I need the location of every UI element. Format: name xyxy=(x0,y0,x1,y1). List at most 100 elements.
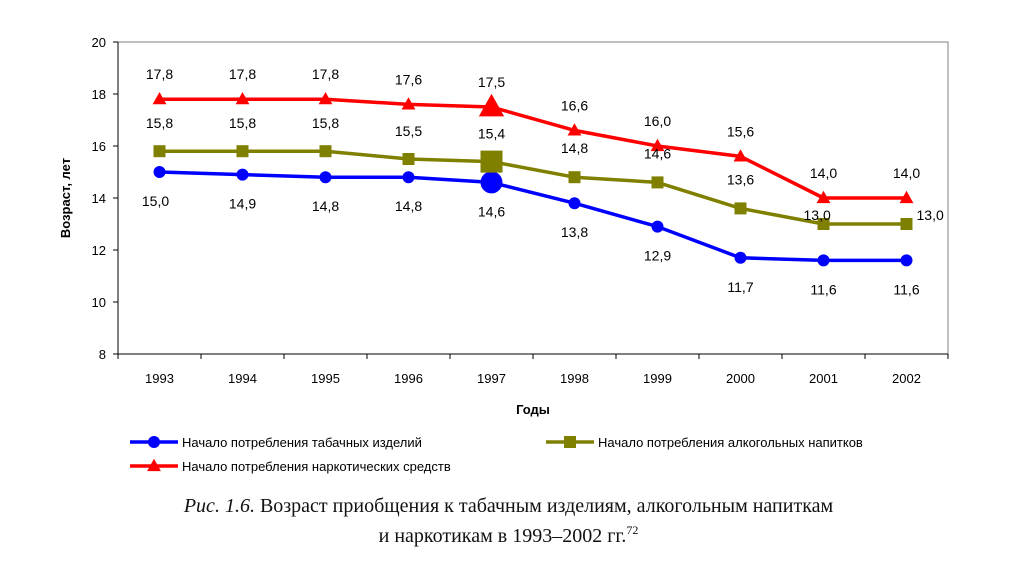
legend-marker xyxy=(564,436,576,448)
data-point xyxy=(478,93,505,117)
x-tick-label: 1997 xyxy=(477,371,506,386)
data-label: 11,7 xyxy=(727,279,753,295)
x-tick-label: 1995 xyxy=(311,371,340,386)
legend: Начало потребления табачных изделий Начал… xyxy=(130,435,863,474)
data-label: 15,8 xyxy=(146,115,173,131)
data-label: 14,6 xyxy=(644,145,671,161)
data-point xyxy=(235,92,250,105)
data-label: 17,5 xyxy=(478,74,505,90)
data-label: 13,0 xyxy=(804,207,831,223)
data-point xyxy=(153,145,166,158)
legend-marker xyxy=(148,436,160,448)
data-label: 11,6 xyxy=(893,281,919,297)
data-label: 17,6 xyxy=(395,71,422,87)
data-label: 17,8 xyxy=(229,66,256,82)
data-label: 15,5 xyxy=(395,123,422,139)
data-point xyxy=(318,92,333,105)
data-label: 17,8 xyxy=(146,66,173,82)
data-label: 15,0 xyxy=(142,193,169,209)
series-1 xyxy=(153,166,913,267)
caption-footnote: 72 xyxy=(626,523,639,537)
data-point xyxy=(480,150,503,173)
data-label: 16,6 xyxy=(561,97,588,113)
x-tick-label: 1993 xyxy=(145,371,174,386)
legend-item-3: Начало потребления наркотических средств xyxy=(130,458,451,474)
legend-marker xyxy=(147,458,161,472)
x-tick-label: 1996 xyxy=(394,371,423,386)
data-label: 15,6 xyxy=(727,123,754,139)
data-point xyxy=(734,251,747,264)
series-line xyxy=(159,149,907,226)
x-tick-label: 2002 xyxy=(892,371,921,386)
data-point xyxy=(816,190,831,204)
data-label: 15,8 xyxy=(312,115,339,131)
data-point xyxy=(817,218,830,230)
x-tick-label: 2000 xyxy=(726,371,755,386)
data-point xyxy=(734,202,747,215)
data-label: 17,8 xyxy=(312,66,339,82)
y-tick-label: 10 xyxy=(92,295,106,310)
legend-label: Начало потребления наркотических средств xyxy=(182,459,451,474)
data-point xyxy=(900,218,913,230)
x-tick-label: 2001 xyxy=(809,371,838,386)
data-label: 15,8 xyxy=(229,115,256,131)
figure-caption: Рис. 1.6. Возраст приобщения к табачным … xyxy=(0,494,1017,548)
y-tick-label: 18 xyxy=(92,87,106,102)
data-point xyxy=(319,145,332,158)
x-tick-label: 1998 xyxy=(560,371,589,386)
data-label: 15,4 xyxy=(478,126,505,142)
data-label: 14,6 xyxy=(478,203,505,219)
data-label: 14,8 xyxy=(312,198,339,214)
data-point xyxy=(733,149,748,162)
caption-line-1: Возраст приобщения к табачным изделиям, … xyxy=(259,495,834,517)
caption-line-2: и наркотикам в 1993–2002 гг. xyxy=(378,525,627,547)
data-label: 13,8 xyxy=(561,224,588,240)
data-point xyxy=(319,171,332,184)
series-line xyxy=(159,97,907,200)
line-chart: 8 10 12 14 16 18 20 1993 1994 1995 1996 1997 1998 199… xyxy=(58,35,949,474)
data-label: 14,8 xyxy=(395,198,422,214)
data-label: 14,0 xyxy=(893,165,920,181)
data-label: 16,0 xyxy=(644,113,671,129)
y-tick-label: 20 xyxy=(92,35,106,50)
data-label: 11,6 xyxy=(810,281,836,297)
x-tick-label: 1994 xyxy=(228,371,257,386)
data-label: 14,9 xyxy=(229,196,256,212)
data-point xyxy=(480,171,503,194)
data-point xyxy=(236,168,249,181)
y-axis-title: Возраст, лет xyxy=(58,158,73,238)
series-line xyxy=(159,170,907,263)
data-point xyxy=(568,197,581,210)
data-point xyxy=(650,138,665,152)
y-tick-label: 14 xyxy=(92,191,106,206)
legend-item-2: Начало потребления алкогольных напитков xyxy=(546,435,863,450)
legend-label: Начало потребления алкогольных напитков xyxy=(598,435,863,450)
data-point xyxy=(153,166,166,178)
data-point xyxy=(899,190,914,204)
legend-item-1: Начало потребления табачных изделий xyxy=(130,435,422,450)
data-point xyxy=(568,171,581,184)
data-label: 14,8 xyxy=(561,140,588,156)
data-point xyxy=(152,92,167,105)
data-point xyxy=(401,97,416,110)
x-axis-title: Годы xyxy=(516,402,550,417)
data-label: 12,9 xyxy=(644,248,671,264)
series-3 xyxy=(152,92,914,204)
caption-label: Рис. 1.6. xyxy=(183,495,255,517)
data-point xyxy=(651,176,664,189)
data-point xyxy=(817,254,830,267)
data-point xyxy=(402,171,415,184)
y-tick-label: 16 xyxy=(92,139,106,154)
data-point xyxy=(236,145,249,158)
data-label: 13,6 xyxy=(727,171,754,187)
y-tick-label: 12 xyxy=(92,243,106,258)
axes: 8 10 12 14 16 18 20 1993 1994 1995 1996 1997 1998 199… xyxy=(92,35,949,386)
legend-label: Начало потребления табачных изделий xyxy=(182,435,422,450)
data-label: 13,0 xyxy=(917,207,944,223)
data-point xyxy=(651,220,664,233)
data-labels: 15,0 14,9 14,8 14,8 14,6 13,8 12,9 11,7 11,6 11,6… xyxy=(142,66,944,297)
data-point xyxy=(900,254,913,267)
y-tick-label: 8 xyxy=(99,347,106,362)
series-layer xyxy=(152,92,914,267)
data-label: 14,0 xyxy=(810,165,837,181)
